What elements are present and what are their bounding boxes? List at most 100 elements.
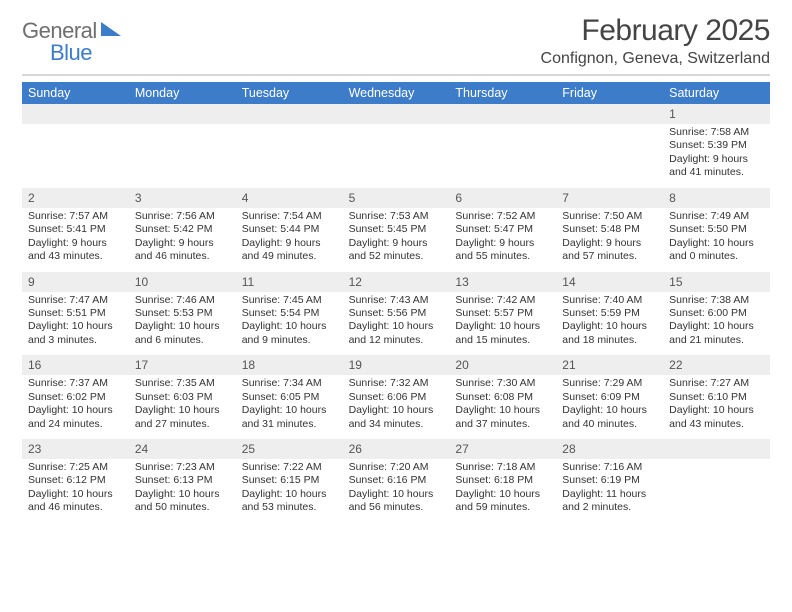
- sunset: Sunset: 5:41 PM: [28, 223, 123, 236]
- week-body-row: Sunrise: 7:57 AMSunset: 5:41 PM Daylight:…: [22, 208, 770, 272]
- dow-row: Sunday Monday Tuesday Wednesday Thursday…: [22, 82, 770, 104]
- sunrise: Sunrise: 7:49 AM: [669, 210, 764, 223]
- week-daynum-row: 1: [22, 104, 770, 124]
- sunrise: Sunrise: 7:57 AM: [28, 210, 123, 223]
- daylight: Daylight: 10 hours and 3 minutes.: [28, 320, 123, 347]
- sunrise: Sunrise: 7:42 AM: [455, 294, 550, 307]
- sunrise: Sunrise: 7:43 AM: [349, 294, 444, 307]
- week-body-row: Sunrise: 7:47 AMSunset: 5:51 PMDaylight:…: [22, 292, 770, 356]
- daylight: Daylight: 9 hours and 57 minutes.: [562, 237, 657, 264]
- daylight: Daylight: 10 hours and 53 minutes.: [242, 488, 337, 515]
- day-number: [556, 104, 663, 124]
- sunrise: Sunrise: 7:53 AM: [349, 210, 444, 223]
- day-number: 19: [343, 355, 450, 375]
- day-body: Sunrise: 7:35 AMSunset: 6:03 PMDaylight:…: [129, 375, 236, 439]
- day-body: [449, 124, 556, 188]
- day-body: [129, 124, 236, 188]
- day-body: Sunrise: 7:50 AMSunset: 5:48 PMDaylight:…: [556, 208, 663, 272]
- day-number: 15: [663, 272, 770, 292]
- sunset: Sunset: 5:45 PM: [349, 223, 444, 236]
- daylight: Daylight: 9 hours and 41 minutes.: [669, 153, 764, 180]
- day-number: [22, 104, 129, 124]
- day-body: [343, 124, 450, 188]
- location: Confignon, Geneva, Switzerland: [541, 50, 770, 68]
- daylight: Daylight: 11 hours and 2 minutes.: [562, 488, 657, 515]
- week-body-row: Sunrise: 7:25 AMSunset: 6:12 PMDaylight:…: [22, 459, 770, 523]
- daylight: Daylight: 10 hours and 56 minutes.: [349, 488, 444, 515]
- sunset: Sunset: 5:44 PM: [242, 223, 337, 236]
- day-body: Sunrise: 7:42 AMSunset: 5:57 PMDaylight:…: [449, 292, 556, 356]
- day-number: 25: [236, 439, 343, 459]
- day-number: 14: [556, 272, 663, 292]
- sunset: Sunset: 6:06 PM: [349, 391, 444, 404]
- logo-text-block: General Blue: [22, 18, 97, 66]
- sunrise: Sunrise: 7:32 AM: [349, 377, 444, 390]
- week-body-row: Sunrise: 7:58 AMSunset: 5:39 PMDaylight:…: [22, 124, 770, 188]
- sunrise: Sunrise: 7:50 AM: [562, 210, 657, 223]
- daylight: Daylight: 10 hours and 31 minutes.: [242, 404, 337, 431]
- day-body: Sunrise: 7:29 AMSunset: 6:09 PMDaylight:…: [556, 375, 663, 439]
- daylight: Daylight: 9 hours and 55 minutes.: [455, 237, 550, 264]
- day-number: 7: [556, 188, 663, 208]
- day-body: Sunrise: 7:52 AMSunset: 5:47 PMDaylight:…: [449, 208, 556, 272]
- divider: [22, 74, 770, 76]
- daylight: Daylight: 10 hours and 37 minutes.: [455, 404, 550, 431]
- day-body: Sunrise: 7:57 AMSunset: 5:41 PMDaylight:…: [22, 208, 129, 272]
- sunrise: Sunrise: 7:18 AM: [455, 461, 550, 474]
- day-body: Sunrise: 7:22 AMSunset: 6:15 PMDaylight:…: [236, 459, 343, 523]
- dow-tuesday: Tuesday: [236, 82, 343, 104]
- sunrise: Sunrise: 7:40 AM: [562, 294, 657, 307]
- daylight: Daylight: 10 hours and 43 minutes.: [669, 404, 764, 431]
- sunrise: Sunrise: 7:35 AM: [135, 377, 230, 390]
- sunset: Sunset: 5:47 PM: [455, 223, 550, 236]
- sunset: Sunset: 5:51 PM: [28, 307, 123, 320]
- day-number: 12: [343, 272, 450, 292]
- sunset: Sunset: 6:13 PM: [135, 474, 230, 487]
- week-daynum-row: 16171819202122: [22, 355, 770, 375]
- week-body-row: Sunrise: 7:37 AMSunset: 6:02 PMDaylight:…: [22, 375, 770, 439]
- dow-friday: Friday: [556, 82, 663, 104]
- day-number: 4: [236, 188, 343, 208]
- day-body: [663, 459, 770, 523]
- day-number: [343, 104, 450, 124]
- sunset: Sunset: 6:05 PM: [242, 391, 337, 404]
- sunrise: Sunrise: 7:25 AM: [28, 461, 123, 474]
- header: General Blue February 2025 Confignon, Ge…: [22, 14, 770, 68]
- daylight: Daylight: 10 hours and 15 minutes.: [455, 320, 550, 347]
- sunset: Sunset: 5:54 PM: [242, 307, 337, 320]
- weeks-container: 1Sunrise: 7:58 AMSunset: 5:39 PMDaylight…: [22, 104, 770, 523]
- day-body: Sunrise: 7:16 AMSunset: 6:19 PMDaylight:…: [556, 459, 663, 523]
- day-body: Sunrise: 7:58 AMSunset: 5:39 PMDaylight:…: [663, 124, 770, 188]
- day-number: 28: [556, 439, 663, 459]
- week-daynum-row: 232425262728: [22, 439, 770, 459]
- day-body: Sunrise: 7:32 AMSunset: 6:06 PMDaylight:…: [343, 375, 450, 439]
- day-number: 21: [556, 355, 663, 375]
- sunrise: Sunrise: 7:34 AM: [242, 377, 337, 390]
- sunrise: Sunrise: 7:46 AM: [135, 294, 230, 307]
- day-body: Sunrise: 7:56 AMSunset: 5:42 PMDaylight:…: [129, 208, 236, 272]
- day-number: 3: [129, 188, 236, 208]
- day-body: Sunrise: 7:47 AMSunset: 5:51 PMDaylight:…: [22, 292, 129, 356]
- daylight: Daylight: 9 hours and 49 minutes.: [242, 237, 337, 264]
- daylight: Daylight: 10 hours and 18 minutes.: [562, 320, 657, 347]
- day-body: [556, 124, 663, 188]
- sunset: Sunset: 6:19 PM: [562, 474, 657, 487]
- sunset: Sunset: 6:18 PM: [455, 474, 550, 487]
- day-number: [449, 104, 556, 124]
- day-number: 20: [449, 355, 556, 375]
- day-number: 13: [449, 272, 556, 292]
- daylight: Daylight: 10 hours and 27 minutes.: [135, 404, 230, 431]
- dow-thursday: Thursday: [449, 82, 556, 104]
- day-body: Sunrise: 7:20 AMSunset: 6:16 PMDaylight:…: [343, 459, 450, 523]
- day-body: Sunrise: 7:43 AMSunset: 5:56 PMDaylight:…: [343, 292, 450, 356]
- daylight: Daylight: 9 hours and 46 minutes.: [135, 237, 230, 264]
- day-body: Sunrise: 7:37 AMSunset: 6:02 PMDaylight:…: [22, 375, 129, 439]
- dow-sunday: Sunday: [22, 82, 129, 104]
- day-number: 5: [343, 188, 450, 208]
- sunrise: Sunrise: 7:22 AM: [242, 461, 337, 474]
- day-number: 24: [129, 439, 236, 459]
- sunset: Sunset: 5:53 PM: [135, 307, 230, 320]
- day-number: 8: [663, 188, 770, 208]
- sunset: Sunset: 6:03 PM: [135, 391, 230, 404]
- day-number: 23: [22, 439, 129, 459]
